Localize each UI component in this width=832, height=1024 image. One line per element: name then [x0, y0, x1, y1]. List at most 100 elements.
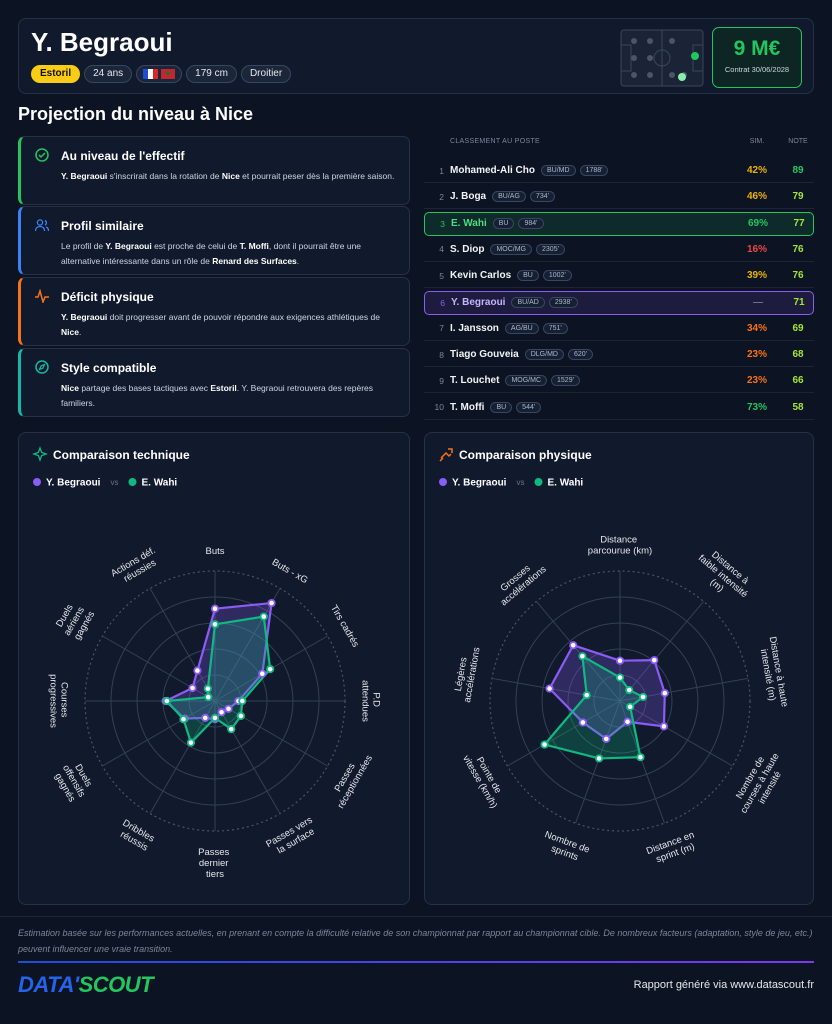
legend-marker: [534, 478, 543, 486]
axis-spoke: [491, 677, 621, 702]
axis-label: Buts - xG: [270, 557, 310, 586]
insight-text: Y. Begraoui s'inscrirait dans la rotatio…: [61, 169, 396, 184]
rank: 5: [439, 270, 444, 281]
chart-title: Comparaison technique: [53, 448, 190, 462]
bold-text: Estoril: [210, 383, 237, 393]
data-point: [623, 717, 632, 726]
minutes-chip: 620': [567, 349, 593, 361]
data-point: [266, 665, 275, 674]
data-point: [636, 753, 645, 762]
column-header: SIM.: [749, 138, 765, 145]
axis-spoke: [149, 588, 216, 702]
text: s'inscrirait dans la rotation de: [107, 171, 222, 181]
ranking-row: 10 T. Moffi BU 544' 73% 58: [424, 396, 814, 420]
outer-ring: [489, 570, 751, 832]
legend-separator: vs: [110, 478, 118, 487]
minutes-chip: 984': [518, 218, 544, 230]
axis-label: Duels offensifs gagnés: [51, 758, 99, 807]
player-name: Tiago Gouveia: [450, 349, 519, 361]
data-point: [236, 711, 245, 721]
similarity: 23%: [746, 375, 767, 387]
position-chip: BU/AD: [511, 297, 545, 308]
data-point: [217, 708, 226, 717]
position-chip: BU/MD: [541, 165, 576, 176]
rank: 6: [440, 297, 445, 308]
legend-marker: [439, 478, 447, 486]
footer-line: [18, 961, 814, 963]
insight-title: Au niveau de l'effectif: [61, 149, 185, 163]
axis-spoke: [102, 700, 216, 767]
data-point: [602, 734, 611, 743]
club-chip: Estoril: [31, 65, 81, 83]
data-point: [224, 704, 233, 713]
axis-label: Passes réceptionnées: [326, 748, 375, 811]
similarity: 39%: [746, 270, 767, 282]
similarity: 23%: [746, 349, 767, 361]
axis-label: Nombre de sprints: [539, 829, 593, 867]
data-point: [259, 612, 268, 621]
axis-spoke: [507, 700, 621, 767]
data-point: [615, 656, 625, 665]
note: 76: [792, 270, 804, 282]
axis-label: Distance parcourue (km): [588, 535, 652, 557]
bold-text: Y. Begraoui: [61, 171, 108, 181]
player-name: Kevin Carlos: [450, 270, 512, 282]
axis-label: Passes dernier tiers: [198, 847, 232, 880]
player-name: I. Jansson: [450, 322, 499, 334]
divider: [0, 916, 832, 917]
note: 58: [792, 401, 804, 413]
title-icon: [32, 446, 48, 462]
axis-label: P.D attendues: [360, 680, 382, 722]
axis-spoke: [214, 700, 281, 814]
player-name: J. Boga: [450, 191, 487, 203]
logo-part: SCOUT: [78, 972, 154, 997]
radar-chart: Comparaison technique Y. Begraoui vs E. Wah…: [32, 446, 382, 880]
similarity: 69%: [747, 218, 768, 230]
player-name: Mohamed-Ali Cho: [450, 165, 535, 176]
position-chip: BU: [490, 401, 513, 413]
data-point: [625, 685, 634, 695]
data-point: [227, 725, 236, 734]
position-chip: DLG/MD: [524, 349, 564, 361]
similarity: —: [753, 297, 763, 308]
axis-label: Actions déf. réussies: [109, 544, 165, 589]
insight-icon: [35, 219, 49, 232]
rank: 7: [439, 323, 444, 334]
note: 77: [793, 218, 805, 230]
note: 69: [792, 322, 804, 334]
bold-text: Nice: [221, 171, 240, 181]
disclaimer: Estimation basée sur les performances ac…: [18, 928, 813, 954]
text: , dont il pourrait être une alternative …: [61, 241, 362, 266]
axis-label: Buts: [205, 546, 224, 557]
minutes-chip: 2305': [536, 243, 565, 255]
bold-text: Nice: [61, 327, 79, 337]
data-point: [660, 688, 669, 698]
axis-label: Tirs cadrés: [328, 603, 361, 649]
insight-icon: [35, 360, 49, 374]
data-point: [545, 684, 554, 693]
data-point: [210, 604, 220, 613]
ranking-row: 7 I. Jansson AG/BU 751' 34% 69: [424, 317, 814, 341]
ranking-row: 9 T. Louchet MOG/MC 1529' 23% 66: [424, 369, 814, 394]
minutes-chip: 1788': [579, 165, 609, 176]
flags: [143, 69, 176, 79]
rank: 10: [434, 402, 444, 413]
text: partage des bases tactiques avec: [78, 383, 211, 393]
axis-label: Dribbles réussis: [115, 818, 158, 856]
foot-chip: Droitier: [240, 65, 292, 83]
data-point: [267, 598, 276, 608]
rank: 4: [439, 244, 444, 255]
ranking-row: 3 E. Wahi BU 984' 69% 77: [424, 211, 814, 236]
column-header: CLASSEMENT AU POSTE: [450, 138, 540, 145]
player-name: S. Diop: [450, 243, 485, 255]
pitch-icon: [620, 29, 704, 87]
axis-label: Grosses accélérations: [492, 555, 549, 608]
ranking-row: 5 Kevin Carlos BU 1002' 39% 76: [424, 264, 814, 289]
text: . Y. Begraoui retrouvera des repères fam…: [61, 383, 374, 408]
similarity: 46%: [746, 191, 767, 203]
note: 79: [792, 191, 804, 203]
insight-text: Le profil de Y. Begraoui est proche de c…: [61, 239, 396, 269]
market-value: 9 M€: [733, 37, 781, 60]
data-point: [238, 696, 247, 706]
data-point: [659, 722, 669, 731]
